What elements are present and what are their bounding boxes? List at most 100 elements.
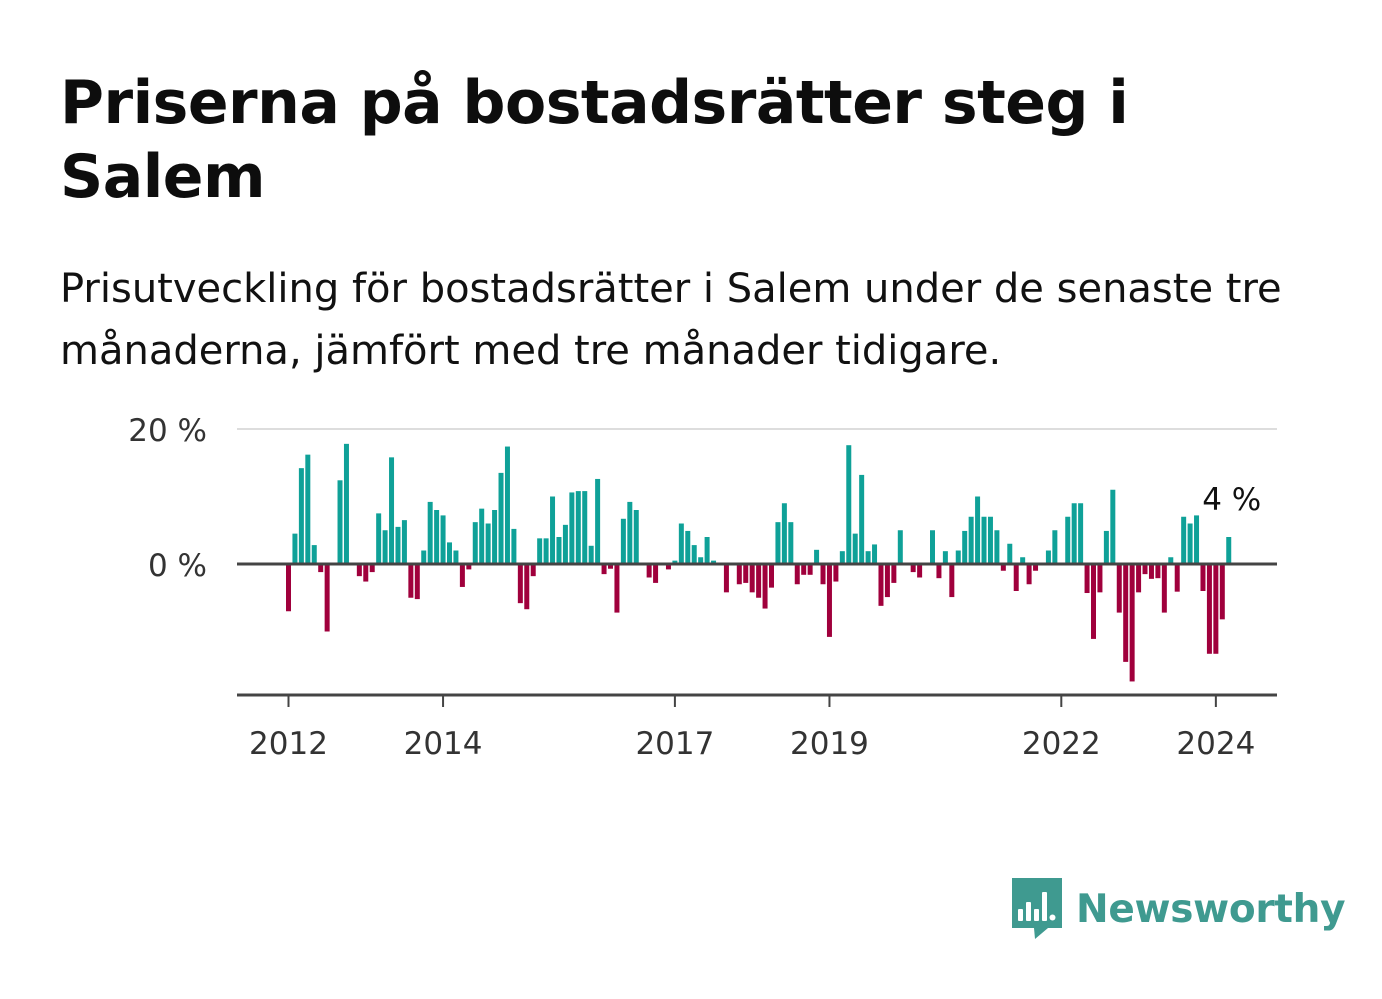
bar xyxy=(582,491,588,564)
bar xyxy=(646,564,652,578)
bar xyxy=(1020,557,1026,564)
bar xyxy=(807,564,813,575)
bar xyxy=(698,557,704,564)
bar xyxy=(601,564,607,575)
bar xyxy=(524,564,530,610)
bar xyxy=(975,496,981,564)
bar xyxy=(1045,550,1051,564)
bar xyxy=(627,501,633,564)
bar xyxy=(337,480,343,564)
bar xyxy=(421,550,427,564)
bar xyxy=(917,564,923,578)
bar xyxy=(794,564,800,585)
bar xyxy=(711,560,717,565)
bar xyxy=(769,564,774,588)
bar xyxy=(1071,503,1077,564)
bar xyxy=(511,528,517,564)
bar xyxy=(910,564,916,573)
x-tick-label: 2014 xyxy=(404,726,483,762)
bar xyxy=(884,564,890,598)
bar xyxy=(472,522,478,564)
bar xyxy=(550,496,556,564)
bar xyxy=(820,564,826,585)
axes xyxy=(237,562,1277,707)
bar xyxy=(479,508,485,564)
bar xyxy=(1187,523,1193,564)
brand-logo: Newsworthy xyxy=(1010,878,1346,940)
bar xyxy=(588,545,594,565)
bar xyxy=(987,516,993,564)
bar xyxy=(389,457,395,564)
bar xyxy=(833,564,839,582)
bar xyxy=(704,537,710,564)
bar xyxy=(363,564,369,582)
bar xyxy=(872,544,878,564)
bar xyxy=(517,564,523,604)
y-tick-label: 0 % xyxy=(148,548,207,584)
brand-name: Newsworthy xyxy=(1076,886,1346,932)
bar xyxy=(537,538,543,564)
bar xyxy=(620,518,626,565)
bar xyxy=(678,523,684,564)
bar xyxy=(1161,564,1167,613)
bar xyxy=(653,564,659,583)
bar xyxy=(569,492,575,564)
bar xyxy=(447,542,452,564)
bar xyxy=(369,564,375,573)
bar xyxy=(826,564,832,637)
bar xyxy=(814,549,820,564)
bar xyxy=(1181,516,1187,564)
bar xyxy=(453,550,459,564)
bar xyxy=(1148,564,1154,579)
bar xyxy=(1084,564,1090,594)
bar xyxy=(781,503,787,564)
bar xyxy=(1026,564,1032,585)
bar xyxy=(865,551,871,564)
bar xyxy=(1206,564,1212,654)
bar xyxy=(1168,557,1174,564)
bar xyxy=(382,530,388,564)
bar xyxy=(749,564,755,593)
last-value-label: 4 % xyxy=(1202,482,1261,518)
bar xyxy=(485,523,491,564)
bar xyxy=(543,538,549,564)
bar xyxy=(1052,530,1058,564)
bar xyxy=(356,564,362,577)
bar xyxy=(343,443,349,564)
bar xyxy=(685,530,691,565)
bar xyxy=(942,551,948,564)
x-tick-label: 2022 xyxy=(1022,726,1101,762)
bar xyxy=(846,445,852,564)
bar xyxy=(530,564,536,577)
bar xyxy=(298,468,304,564)
x-tick-label: 2012 xyxy=(249,726,328,762)
bar xyxy=(633,510,639,564)
bar xyxy=(318,564,324,573)
bar xyxy=(311,545,317,564)
bar xyxy=(1013,564,1019,591)
bar xyxy=(1078,503,1084,564)
bar xyxy=(1091,564,1096,639)
chat-bubble-bar-chart-icon xyxy=(1012,878,1062,939)
bar xyxy=(743,564,749,583)
bar xyxy=(897,530,903,564)
bar xyxy=(395,526,401,565)
bar xyxy=(305,454,311,564)
bar xyxy=(401,520,407,565)
bar xyxy=(1123,564,1129,662)
bar xyxy=(949,564,955,598)
bar xyxy=(292,533,298,565)
bar xyxy=(981,516,987,564)
bar xyxy=(936,564,942,579)
bar xyxy=(962,530,968,565)
bar xyxy=(459,564,465,587)
bars xyxy=(286,443,1232,682)
x-tick-label: 2017 xyxy=(635,726,714,762)
bar xyxy=(852,533,858,565)
bar xyxy=(608,564,613,569)
bar xyxy=(930,530,935,564)
bar xyxy=(859,474,865,564)
bar xyxy=(1007,543,1013,564)
bar xyxy=(723,564,729,593)
bar xyxy=(408,564,414,598)
